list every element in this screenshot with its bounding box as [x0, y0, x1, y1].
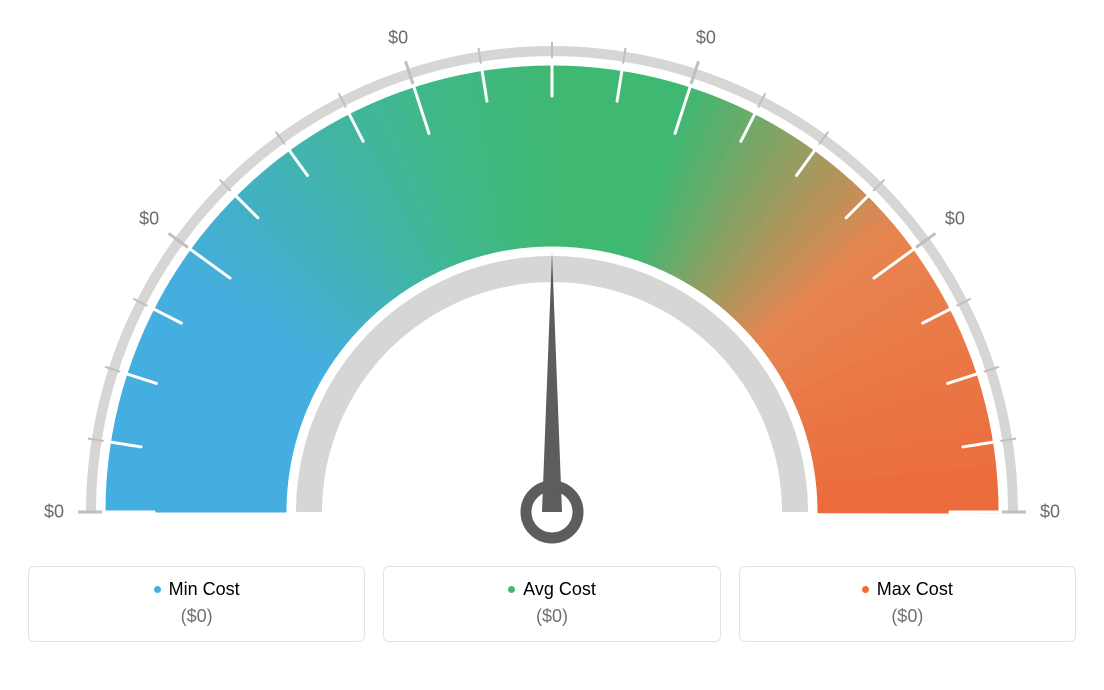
dot-icon	[508, 586, 515, 593]
gauge-tick-label: $0	[1040, 502, 1060, 523]
gauge-tick-label: $0	[139, 209, 159, 230]
legend-title-max: Max Cost	[862, 579, 953, 600]
legend-value: ($0)	[394, 606, 709, 627]
legend-title-avg: Avg Cost	[508, 579, 596, 600]
dot-icon	[154, 586, 161, 593]
legend-card-avg: Avg Cost ($0)	[383, 566, 720, 642]
legend-title-min: Min Cost	[154, 579, 240, 600]
legend-label: Avg Cost	[523, 579, 596, 600]
legend-label: Max Cost	[877, 579, 953, 600]
gauge-chart: $0 $0 $0 $0 $0 $0	[0, 0, 1104, 560]
gauge-tick-label: $0	[696, 28, 716, 49]
legend-label: Min Cost	[169, 579, 240, 600]
gauge-tick-label: $0	[44, 502, 64, 523]
gauge-svg	[0, 0, 1104, 560]
legend-value: ($0)	[39, 606, 354, 627]
legend-row: Min Cost ($0) Avg Cost ($0) Max Cost ($0…	[0, 566, 1104, 642]
gauge-tick-label: $0	[388, 28, 408, 49]
legend-value: ($0)	[750, 606, 1065, 627]
legend-card-max: Max Cost ($0)	[739, 566, 1076, 642]
dot-icon	[862, 586, 869, 593]
legend-card-min: Min Cost ($0)	[28, 566, 365, 642]
gauge-tick-label: $0	[945, 209, 965, 230]
